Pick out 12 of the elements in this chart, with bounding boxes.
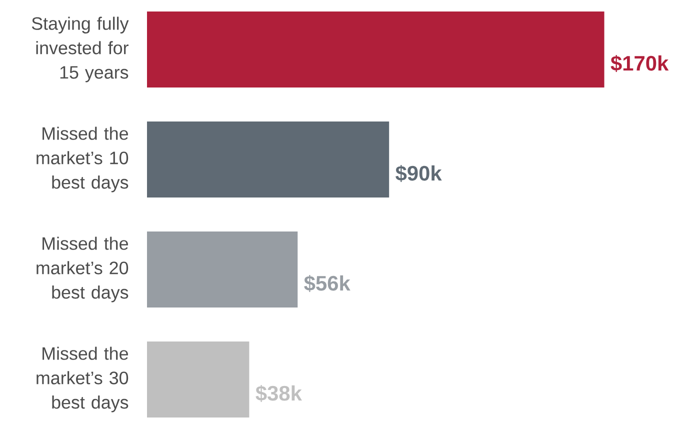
- bar: [147, 122, 390, 198]
- y-tick-label: Missed the market’s 10 best days: [36, 126, 128, 192]
- bar: [147, 12, 604, 88]
- bar: [147, 342, 250, 418]
- y-tick-label: Missed the market’s 20 best days: [36, 236, 128, 302]
- data-label: $170k: [610, 54, 669, 72]
- bar: [147, 232, 298, 308]
- data-label: $38k: [256, 384, 302, 402]
- y-tick-label: Staying fully invested for 15 years: [32, 16, 129, 82]
- y-tick-label: Missed the market’s 30 best days: [36, 346, 128, 412]
- data-label: $56k: [304, 274, 350, 292]
- data-label: $90k: [396, 164, 442, 182]
